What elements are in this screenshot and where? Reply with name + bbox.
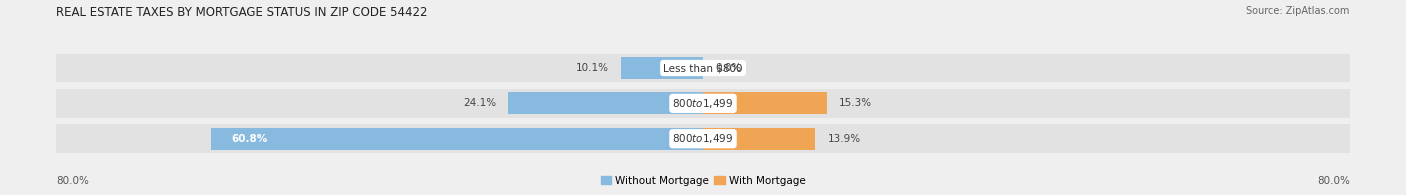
Bar (621, 57, 703, 79)
Text: 24.1%: 24.1% (463, 98, 496, 108)
Bar (211, 128, 703, 150)
Text: $800 to $1,499: $800 to $1,499 (672, 97, 734, 110)
Text: 13.9%: 13.9% (828, 134, 860, 144)
Text: 15.3%: 15.3% (839, 98, 872, 108)
Text: 0.0%: 0.0% (716, 63, 741, 73)
Text: 80.0%: 80.0% (1317, 176, 1350, 186)
Text: Source: ZipAtlas.com: Source: ZipAtlas.com (1246, 6, 1350, 16)
Bar (56, 124, 1350, 153)
Bar (508, 92, 703, 114)
Bar (56, 89, 1350, 118)
Bar (56, 53, 1350, 82)
Text: 10.1%: 10.1% (576, 63, 609, 73)
Text: $800 to $1,499: $800 to $1,499 (672, 132, 734, 145)
Bar (703, 128, 815, 150)
Text: Less than $800: Less than $800 (664, 63, 742, 73)
Text: 60.8%: 60.8% (232, 134, 269, 144)
Legend: Without Mortgage, With Mortgage: Without Mortgage, With Mortgage (596, 171, 810, 190)
Text: 80.0%: 80.0% (56, 176, 89, 186)
Text: REAL ESTATE TAXES BY MORTGAGE STATUS IN ZIP CODE 54422: REAL ESTATE TAXES BY MORTGAGE STATUS IN … (56, 6, 427, 19)
Bar (703, 92, 827, 114)
